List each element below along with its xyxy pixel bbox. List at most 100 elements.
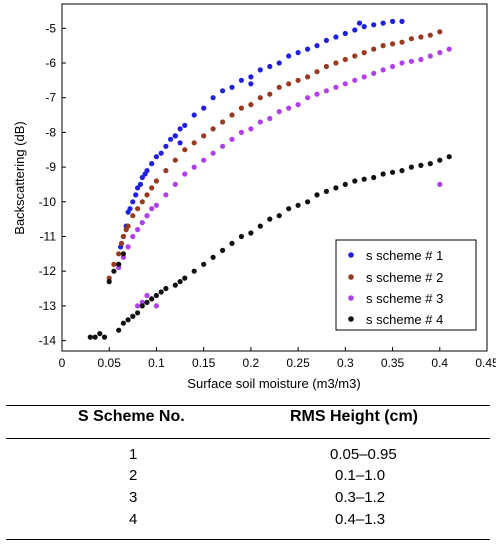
- scatter-point-series-4: [390, 169, 396, 175]
- scatter-point-series-3: [182, 171, 188, 177]
- scatter-point-series-3: [238, 129, 244, 135]
- scatter-point-series-4: [111, 268, 117, 274]
- y-tick-label: -10: [39, 195, 57, 209]
- scatter-point-series-2: [144, 192, 150, 198]
- scatter-point-series-4: [172, 282, 178, 288]
- scatter-point-series-4: [267, 216, 273, 222]
- scatter-point-series-4: [238, 233, 244, 240]
- scatter-point-series-4: [286, 206, 292, 212]
- y-tick-label: -12: [39, 264, 57, 278]
- scatter-point-series-1: [201, 105, 207, 111]
- scatter-point-series-1: [238, 77, 244, 83]
- table-cell-scheme-1: 1: [129, 446, 138, 463]
- scatter-point-series-4: [163, 285, 169, 292]
- y-axis-ticks: -5 -6 -7 -8 -9 -10 -11 -12 -13 -14: [39, 21, 66, 348]
- scatter-point-series-1: [135, 185, 141, 191]
- scatter-point-series-3: [380, 67, 386, 73]
- scatter-point-series-2: [371, 46, 377, 52]
- scatter-point-series-2: [352, 53, 358, 59]
- legend-label-2: s scheme # 2: [366, 270, 443, 285]
- scatter-point-series-2: [172, 157, 178, 163]
- y-tick-label: -14: [39, 334, 57, 348]
- scatter-point-series-2: [305, 74, 311, 80]
- table-cell-rms-4: 0.4–1.3: [335, 511, 386, 528]
- scatter-point-series-1: [149, 161, 155, 167]
- scatter-point-series-4: [361, 176, 367, 182]
- scatter-point-series-2: [257, 95, 263, 101]
- table-cell-rms-2: 0.1–1.0: [335, 467, 386, 484]
- chart: 0 0.05 0.1 0.15 0.2 0.25 0.3 0.35 0.4 0.45 -5 -6 -7…: [12, 3, 496, 391]
- scatter-point-series-3: [276, 109, 282, 115]
- scatter-point-series-2: [267, 91, 273, 97]
- scatter-point-series-4: [210, 254, 216, 260]
- scatter-point-series-1: [139, 174, 145, 181]
- scatter-point-series-3: [399, 60, 405, 66]
- scatter-point-series-2: [191, 140, 197, 146]
- scatter-point-series-2: [408, 36, 414, 42]
- scatter-point-series-4: [295, 202, 301, 208]
- scatter-point-series-3: [220, 143, 226, 149]
- scatter-point-series-3: [163, 192, 169, 198]
- scatter-point-series-1: [248, 81, 254, 87]
- y-tick-label: -5: [45, 21, 56, 35]
- scatter-point-series-4: [92, 334, 98, 340]
- x-tick-label: 0.45: [475, 356, 496, 370]
- scatter-point-series-1: [342, 30, 348, 37]
- x-tick-label: 0.3: [337, 356, 354, 370]
- scatter-point-series-2: [286, 81, 292, 87]
- scatter-point-series-1: [276, 60, 282, 66]
- scatter-point-series-3: [314, 91, 320, 97]
- scatter-point-series-4: [408, 164, 414, 170]
- scatter-point-series-1: [158, 150, 164, 156]
- x-tick-label: 0.25: [286, 356, 310, 370]
- scatter-point-series-4: [149, 296, 155, 302]
- scatter-point-series-3: [352, 77, 358, 83]
- scatter-point-series-4: [399, 168, 405, 174]
- scatter-point-series-1: [399, 18, 405, 24]
- legend-box: [335, 239, 477, 331]
- scatter-point-series-4: [120, 251, 126, 257]
- scatter-point-series-2: [399, 39, 405, 45]
- scatter-point-series-4: [87, 334, 93, 340]
- scatter-point-series-3: [201, 157, 207, 163]
- scatter-point-series-1: [168, 136, 174, 142]
- scatter-point-series-4: [418, 162, 424, 168]
- scatter-point-series-3: [390, 63, 396, 70]
- scatter-point-series-3: [427, 53, 433, 59]
- scatter-point-series-1: [130, 199, 136, 205]
- scatter-point-series-2: [427, 32, 433, 38]
- scatter-point-series-3: [210, 150, 216, 156]
- scatter-point-series-3: [153, 202, 159, 208]
- scatter-point-series-3: [144, 213, 150, 219]
- x-tick-label: 0: [59, 356, 66, 370]
- scatter-point-series-1: [286, 53, 292, 59]
- scatter-point-series-4: [144, 299, 150, 305]
- legend-label-4: s scheme # 4: [366, 312, 443, 327]
- scatter-point-series-1: [295, 50, 301, 56]
- table-cell-scheme-3: 3: [129, 489, 138, 506]
- x-axis-label: Surface soil moisture (m3/m3): [187, 376, 360, 391]
- scatter-point-series-3: [248, 126, 254, 132]
- scatter-point-series-3: [286, 105, 292, 111]
- scatter-point-series-3: [135, 303, 141, 309]
- y-tick-label: -7: [45, 91, 56, 105]
- scatter-point-series-3: [149, 206, 155, 212]
- scatter-point-series-4: [125, 317, 131, 323]
- scatter-point-series-1: [177, 126, 183, 132]
- scatter-point-series-3: [333, 84, 339, 90]
- scatter-point-series-4: [342, 181, 348, 187]
- scatter-point-series-3: [267, 115, 273, 122]
- scatter-point-series-1: [371, 22, 377, 28]
- scatter-marks: [87, 18, 452, 340]
- scatter-point-series-4: [120, 320, 126, 326]
- scatter-point-series-2: [125, 223, 131, 229]
- x-tick-label: 0.35: [381, 356, 405, 370]
- y-tick-label: -9: [45, 160, 56, 174]
- scatter-point-series-2: [182, 147, 188, 153]
- scatter-point-series-4: [101, 334, 108, 340]
- scatter-point-series-3: [418, 56, 424, 63]
- scatter-point-series-1: [182, 122, 188, 128]
- scatter-point-series-3: [139, 220, 145, 226]
- scatter-point-series-3: [437, 181, 443, 187]
- x-tick-label: 0.4: [431, 356, 448, 370]
